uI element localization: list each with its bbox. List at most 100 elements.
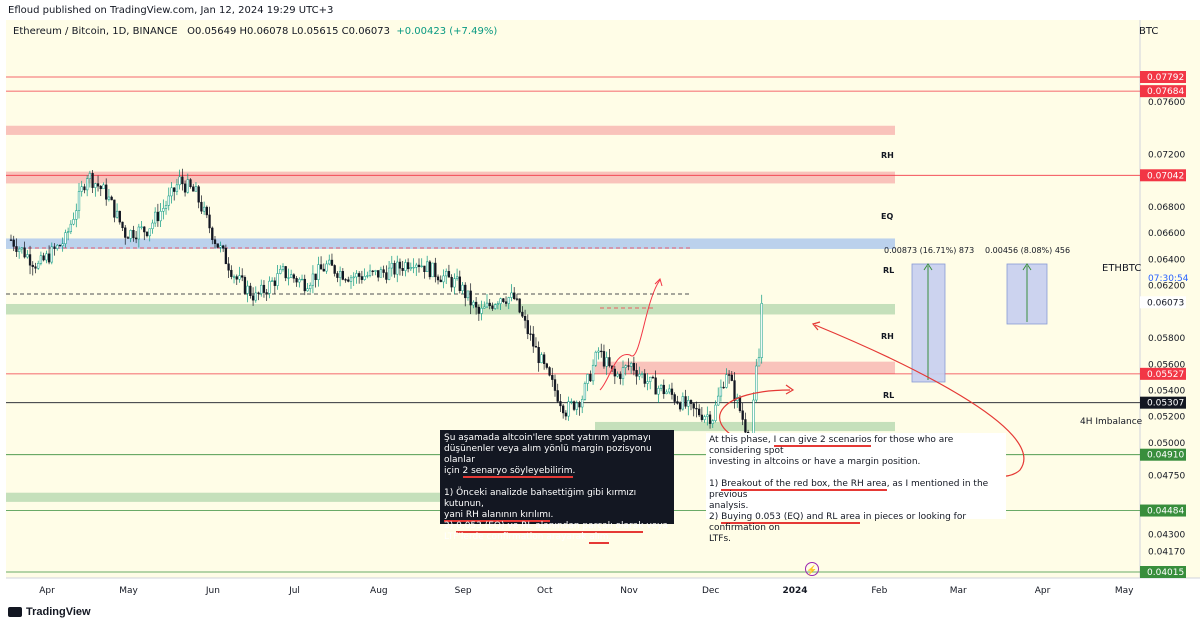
candle-body-200 <box>553 379 557 391</box>
candle-body-32 <box>96 183 100 187</box>
candle-body-50 <box>145 231 149 237</box>
candle-body-244 <box>673 394 676 402</box>
candle-body-82 <box>232 276 236 278</box>
candle-body-96 <box>270 280 274 282</box>
candle-body-83 <box>235 276 238 280</box>
candle-body-269 <box>741 410 744 420</box>
candle-body-194 <box>537 347 540 364</box>
candle-body-27 <box>83 186 86 191</box>
time-tick-7: Nov <box>620 586 638 596</box>
time-tick-4: Aug <box>370 586 388 596</box>
candle-body-161 <box>447 271 451 278</box>
candle-body-88 <box>249 285 252 296</box>
candle-body-18 <box>58 244 62 247</box>
candle-body-36 <box>107 196 111 200</box>
candle-body-102 <box>287 277 290 279</box>
candle-body-38 <box>113 199 116 218</box>
time-tick-12: Apr <box>1035 586 1051 596</box>
candle-body-218 <box>602 351 606 367</box>
time-tick-6: Oct <box>537 586 553 596</box>
candle-body-172 <box>477 306 480 314</box>
candle-body-101 <box>284 266 287 279</box>
zone-4 <box>595 361 895 374</box>
candle-body-263 <box>725 374 728 388</box>
candle-body-182 <box>504 301 508 304</box>
candle-body-211 <box>583 383 587 400</box>
candle-body-184 <box>510 292 513 298</box>
candle-body-107 <box>300 278 304 281</box>
candle-body-11 <box>39 255 43 264</box>
lightning-icon[interactable]: ⚡ <box>805 562 819 576</box>
currency-label: BTC <box>1139 26 1159 37</box>
candle-body-240 <box>662 384 665 395</box>
zone-2 <box>6 238 895 249</box>
candle-body-216 <box>597 350 600 353</box>
price-label-bg-4 <box>1140 367 1186 380</box>
candle-body-110 <box>309 284 312 289</box>
price-tick-6: 0.05800 <box>1148 334 1185 344</box>
time-tick-9: 2024 <box>782 586 807 596</box>
price-tick-2: 0.06800 <box>1148 203 1185 213</box>
price-label-bg-0 <box>1140 71 1186 83</box>
candle-body-170 <box>472 301 475 306</box>
candle-body-66 <box>189 179 192 188</box>
candle-body-231 <box>638 373 641 377</box>
price-label-0: 0.07792 <box>1147 73 1184 83</box>
candle-body-248 <box>684 396 687 407</box>
candle-body-256 <box>706 414 709 417</box>
candle-body-23 <box>72 219 75 225</box>
candle-body-174 <box>483 306 486 309</box>
candle-body-123 <box>344 279 347 281</box>
candle-body-205 <box>567 401 570 417</box>
candle-body-164 <box>455 276 459 279</box>
candle-body-41 <box>121 221 124 229</box>
candle-body-60 <box>173 187 176 192</box>
candle-body-61 <box>175 184 179 192</box>
candle-body-1 <box>12 239 15 247</box>
candle-body-67 <box>192 186 195 192</box>
dashed-lines-layer <box>6 247 690 309</box>
candle-body-154 <box>428 261 432 278</box>
candle-body-104 <box>292 274 296 279</box>
candle-body-25 <box>77 191 81 211</box>
candle-body-53 <box>154 211 157 224</box>
ohlc-values: O0.05649 H0.06078 L0.05615 C0.06073 <box>187 26 390 37</box>
candle-body-8 <box>31 264 34 267</box>
scenario-arrowhead <box>654 278 663 287</box>
candle-body-253 <box>698 408 701 416</box>
candle-body-0 <box>9 239 13 241</box>
candle-body-249 <box>687 400 690 407</box>
zone-1 <box>6 171 895 184</box>
candle-body-189 <box>523 316 527 321</box>
candle-body-86 <box>243 277 247 294</box>
candle-body-243 <box>670 388 674 395</box>
candle-body-64 <box>183 183 187 193</box>
price-tick-14: 0.04170 <box>1148 548 1185 558</box>
candle-body-212 <box>586 374 589 384</box>
candle-body-2 <box>15 246 18 252</box>
candle-body-97 <box>273 280 276 286</box>
price-label-8: 0.04015 <box>1147 568 1184 578</box>
zone-label-rl-top: RL <box>883 266 895 275</box>
candle-body-121 <box>338 271 342 278</box>
candle-body-116 <box>325 263 328 272</box>
candle-body-246 <box>678 403 682 410</box>
time-tick-13: May <box>1115 586 1134 596</box>
price-tick-0: 0.07600 <box>1148 98 1185 108</box>
candle-body-57 <box>164 205 168 209</box>
footer-brand: TradingView <box>26 606 91 618</box>
candle-body-24 <box>75 210 78 220</box>
candle-body-155 <box>431 262 434 278</box>
price-tick-9: 0.05200 <box>1148 413 1185 423</box>
candle-body-203 <box>562 405 565 414</box>
candle-body-13 <box>45 253 48 261</box>
candle-body-136 <box>379 269 383 278</box>
candle-body-236 <box>651 376 655 379</box>
candle-body-127 <box>355 273 358 278</box>
time-tick-2: Jun <box>205 586 220 596</box>
candle-body-99 <box>279 269 282 274</box>
candle-body-120 <box>336 273 339 278</box>
candle-body-79 <box>224 247 228 265</box>
candle-body-35 <box>105 184 108 200</box>
price-tick-10: 0.05000 <box>1148 439 1185 449</box>
